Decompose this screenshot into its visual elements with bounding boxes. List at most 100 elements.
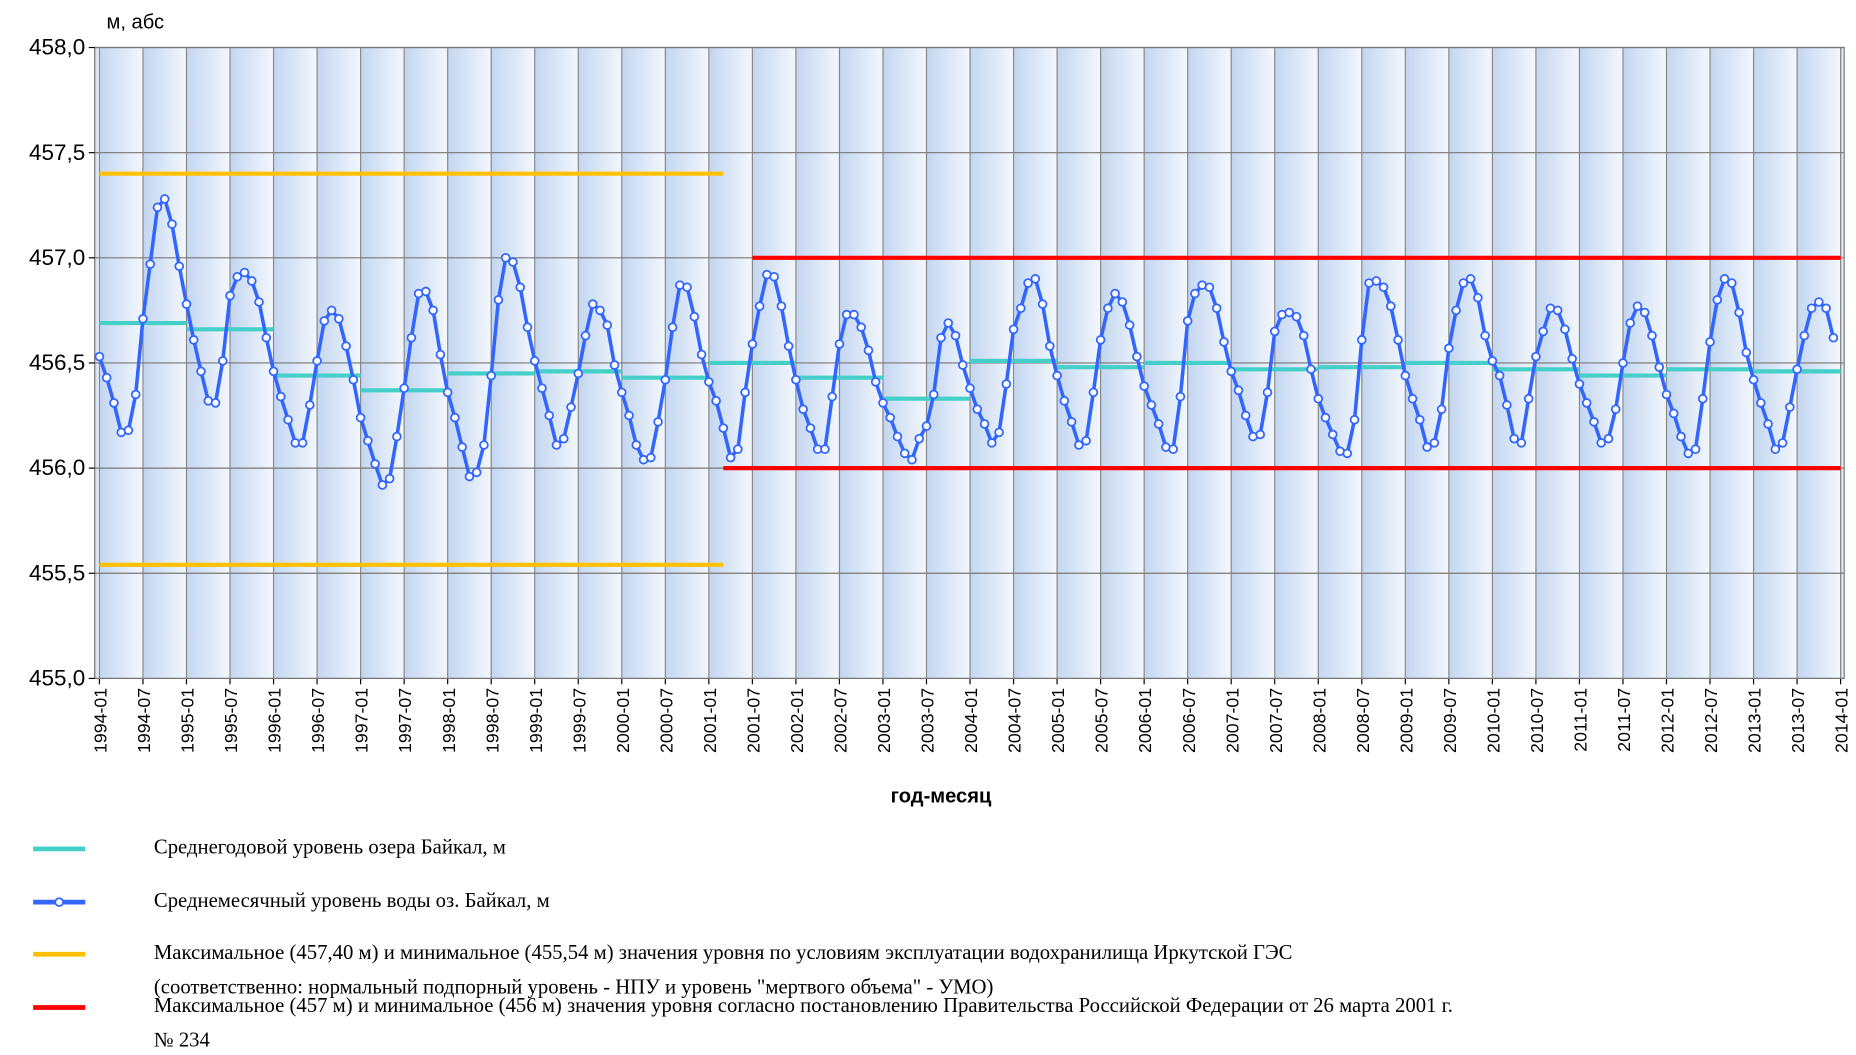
legend-label: Максимальное (457,40 м) и минимальное (4… (153, 940, 1293, 999)
legend-label: Максимальное (457 м) и минимальное (456 … (153, 993, 1453, 1052)
monthly-point (1153, 419, 1164, 429)
monthly-point (138, 314, 148, 324)
monthly-point (1422, 442, 1432, 452)
monthly-point (1008, 324, 1019, 335)
x-tick-label: 2011-07 (1614, 688, 1634, 752)
x-tick-label: 1996-07 (308, 688, 328, 753)
monthly-point (1052, 370, 1062, 381)
monthly-point (769, 271, 779, 282)
monthly-point (1690, 444, 1701, 454)
legend-entry: Максимальное (457 м) и минимальное (456 … (153, 993, 1453, 1052)
monthly-point (1451, 305, 1461, 316)
monthly-point (1291, 311, 1302, 322)
monthly-point (515, 282, 526, 293)
monthly-point (1661, 389, 1672, 400)
monthly-point (994, 427, 1004, 438)
x-tick-label: 2013-01 (1745, 688, 1765, 753)
monthly-point (1683, 448, 1694, 459)
x-tick-label: 2002-01 (787, 688, 807, 753)
monthly-point (1603, 433, 1614, 444)
monthly-point (1298, 330, 1309, 341)
monthly-point (1763, 419, 1773, 429)
y-tick-label: 457,0 (29, 245, 85, 270)
monthly-point (1538, 326, 1548, 337)
x-tick-label: 1996-01 (265, 688, 285, 753)
monthly-point (1531, 351, 1541, 362)
monthly-point (1211, 303, 1222, 314)
monthly-point (704, 377, 714, 387)
monthly-point (464, 471, 475, 482)
x-tick-label: 2001-07 (743, 688, 763, 753)
x-tick-label: 2014-01 (1832, 688, 1852, 753)
monthly-point (878, 398, 888, 408)
x-tick-label: 2010-07 (1527, 688, 1547, 753)
monthly-point (907, 454, 917, 465)
monthly-point (1175, 391, 1186, 402)
monthly-point (1697, 393, 1708, 404)
monthly-point (334, 314, 344, 324)
monthly-point (718, 423, 729, 433)
monthly-point (210, 398, 221, 408)
monthly-point (312, 356, 322, 366)
monthly-point (899, 448, 910, 459)
monthly-point (1124, 320, 1135, 330)
y-tick-label: 458,0 (29, 35, 85, 60)
legend-marker (54, 897, 64, 907)
monthly-point (1226, 366, 1236, 377)
monthly-point (1059, 396, 1070, 406)
monthly-point (232, 271, 243, 282)
monthly-point (370, 459, 380, 469)
monthly-point (1132, 351, 1142, 362)
monthly-point (616, 387, 627, 398)
monthly-point (341, 341, 351, 351)
monthly-point (1139, 381, 1149, 391)
monthly-point (450, 412, 460, 423)
monthly-point (849, 309, 859, 320)
y-tick-label: 456,5 (29, 350, 85, 375)
monthly-point (957, 360, 968, 370)
monthly-point (1146, 400, 1157, 410)
monthly-point (914, 433, 925, 444)
monthly-point (609, 360, 620, 370)
monthly-point (711, 396, 721, 406)
monthly-point (363, 435, 373, 446)
monthly-point (667, 322, 678, 333)
monthly-point (921, 421, 932, 431)
monthly-point (834, 339, 845, 349)
monthly-point (950, 330, 961, 341)
monthly-point (457, 442, 467, 452)
monthly-point (783, 341, 794, 351)
monthly-point (167, 219, 177, 229)
monthly-point (239, 267, 250, 278)
monthly-point (1748, 374, 1759, 385)
monthly-point (1313, 393, 1324, 404)
monthly-point (602, 320, 613, 330)
monthly-point (805, 423, 816, 433)
monthly-point (631, 440, 642, 450)
monthly-point (689, 311, 700, 322)
x-tick-label: 2013-07 (1788, 688, 1808, 753)
x-tick-label: 2000-01 (613, 688, 633, 753)
monthly-point (928, 389, 939, 400)
x-axis-label: год-месяц (891, 786, 992, 808)
monthly-point (101, 372, 112, 383)
monthly-point (740, 387, 750, 398)
monthly-point (508, 257, 518, 267)
monthly-point (1473, 292, 1483, 303)
monthly-point (1356, 335, 1367, 345)
monthly-point (1240, 410, 1251, 421)
monthly-point (936, 332, 946, 343)
monthly-point (1400, 370, 1411, 381)
monthly-point (660, 374, 671, 385)
monthly-point (1610, 404, 1621, 415)
monthly-point (1037, 299, 1048, 309)
monthly-point (1030, 274, 1041, 284)
monthly-point (283, 414, 293, 425)
monthly-point (979, 419, 990, 429)
x-tick-label: 2007-07 (1266, 688, 1286, 753)
monthly-point (682, 282, 692, 293)
monthly-point (399, 383, 409, 393)
monthly-point (580, 330, 591, 341)
monthly-point (1734, 307, 1744, 318)
monthly-point (1770, 444, 1781, 454)
